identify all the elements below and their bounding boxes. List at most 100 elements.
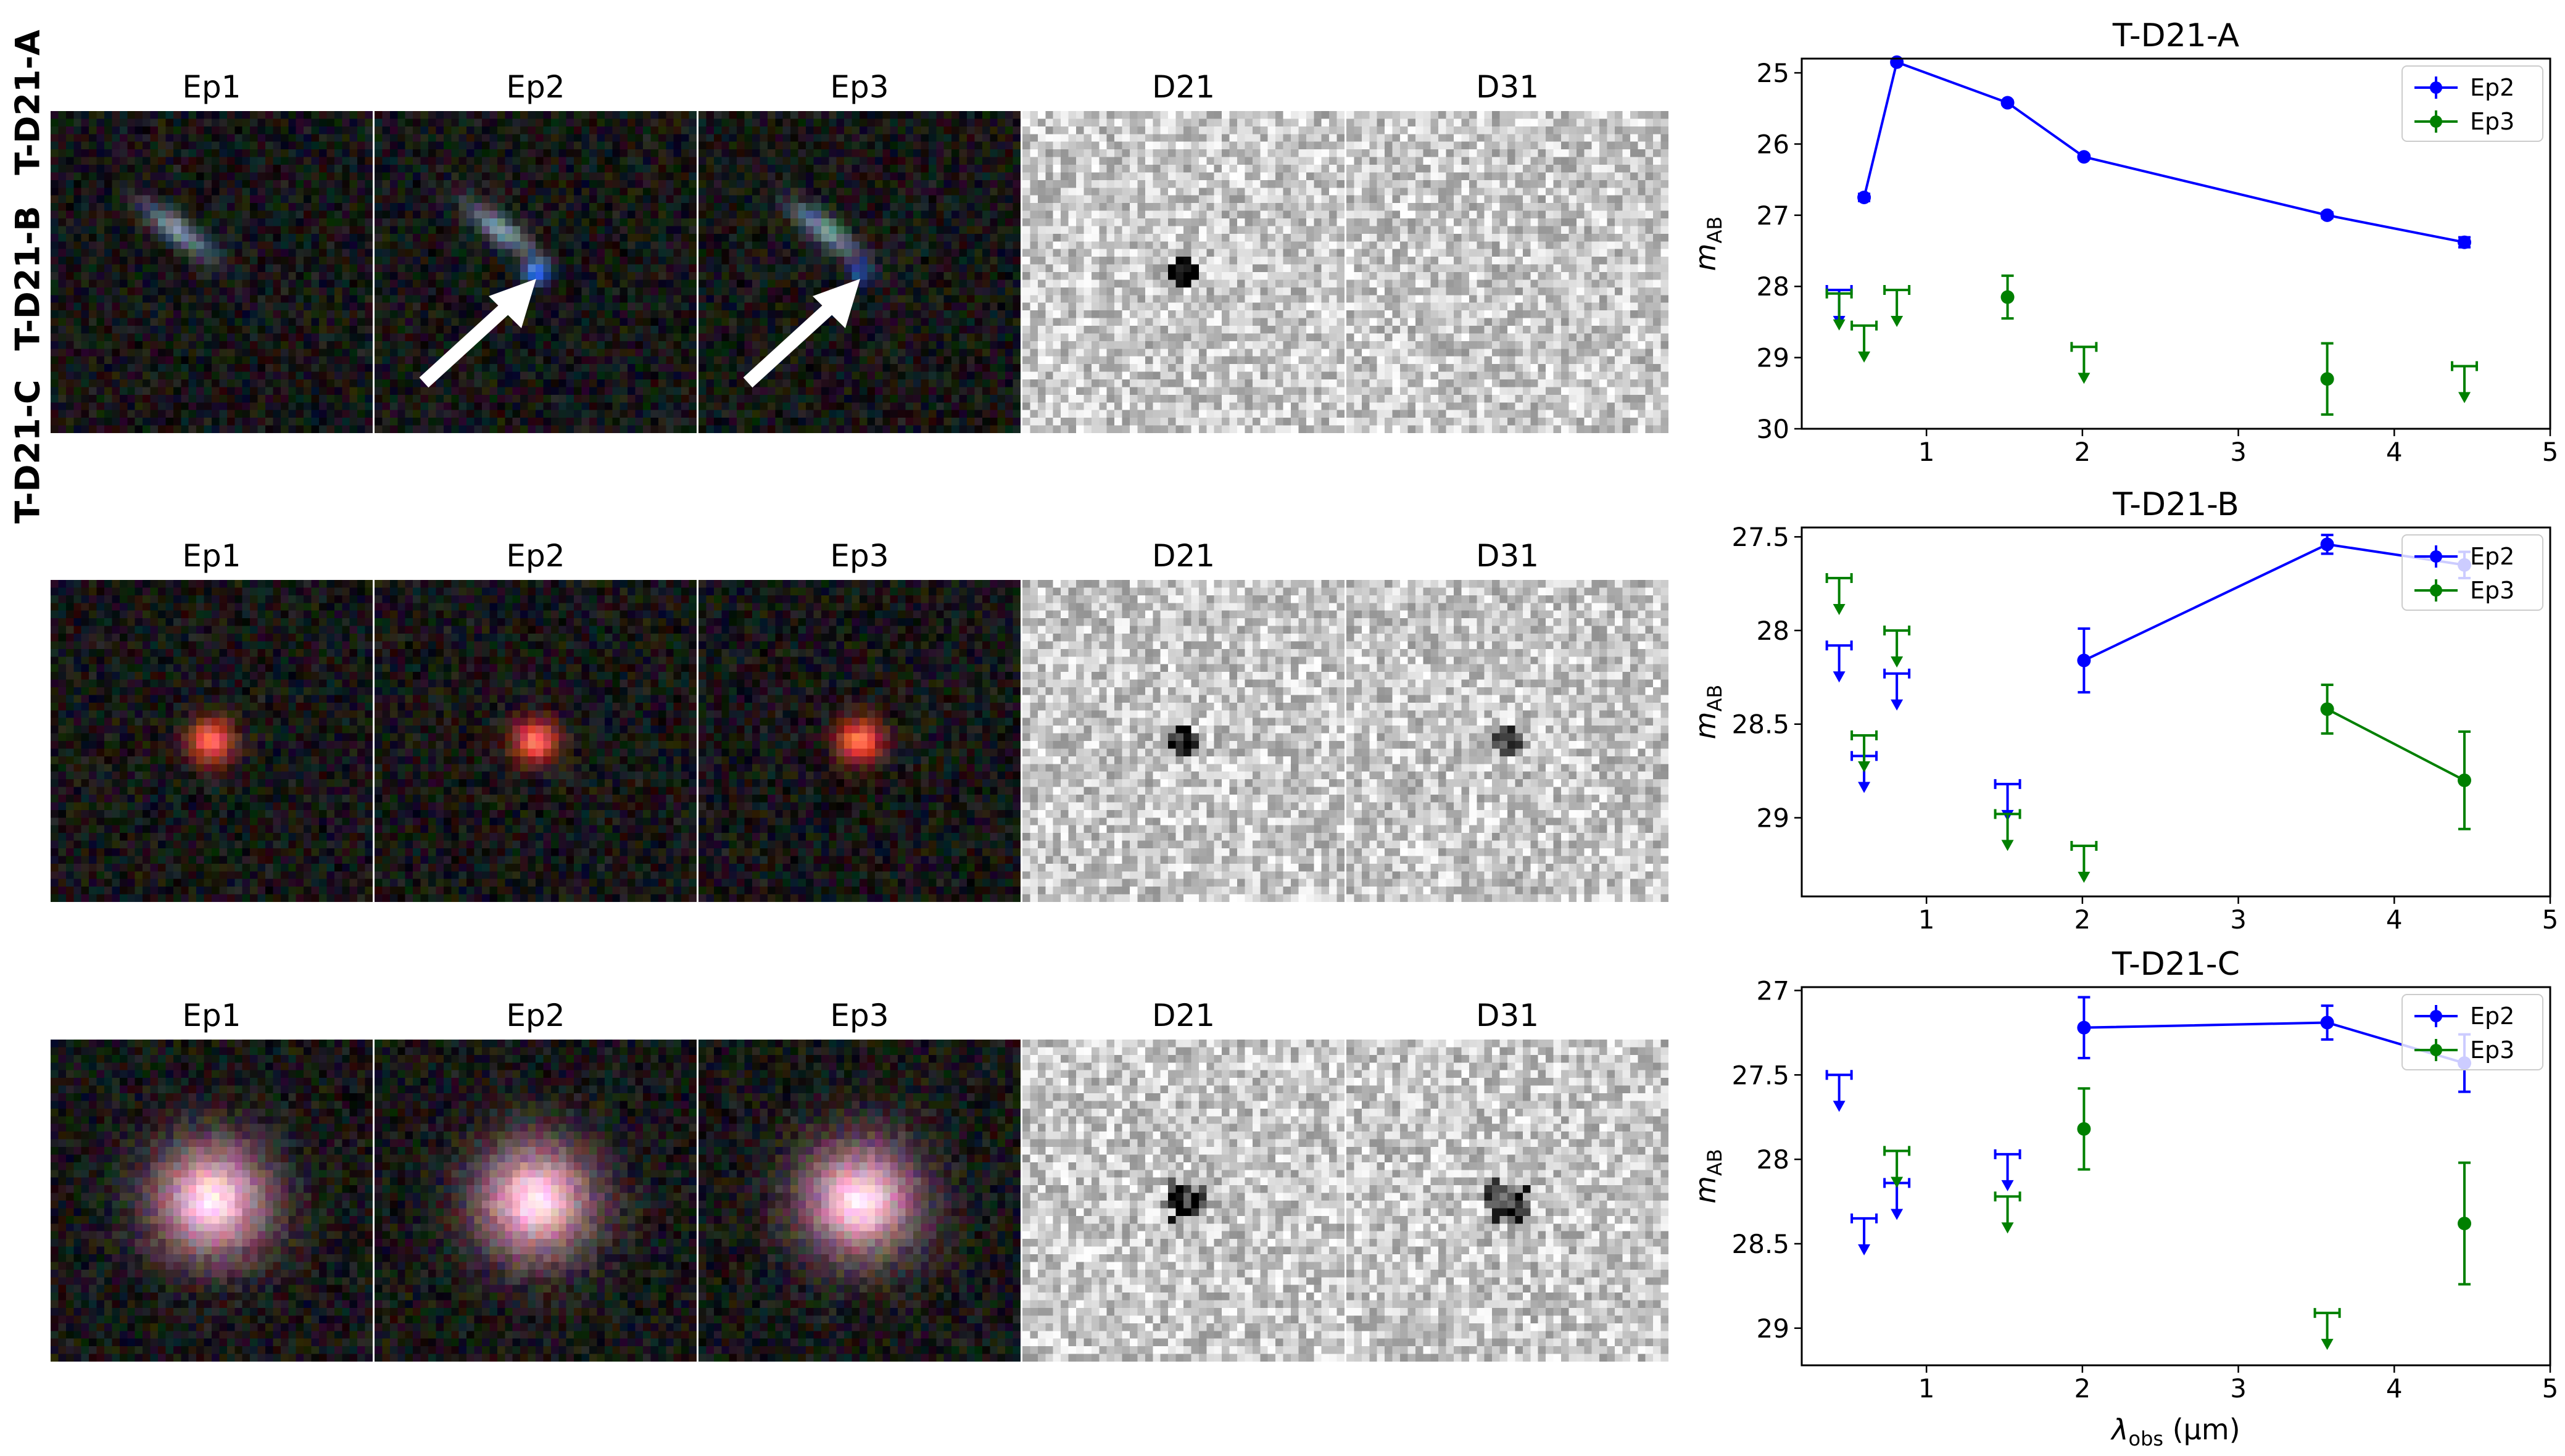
chart-title: T-D21-C [2111, 946, 2240, 983]
data-point-ep2 [2077, 150, 2091, 164]
legend-label: Ep3 [2470, 577, 2514, 604]
data-point-ep2 [2320, 208, 2334, 222]
y-tick-label: 26 [1757, 129, 1789, 159]
thumbnail-ep3 [698, 580, 1021, 902]
thumbnail-d21 [1022, 1040, 1345, 1362]
data-point-ep2 [2077, 653, 2091, 668]
y-axis-label: mAB [1689, 685, 1726, 740]
chart-title: T-D21-A [2112, 17, 2240, 54]
lightcurve-t-d21-a: T-D21-A 1 2 3 4 5 25 26 27 28 29 30 mAB Ep2 Ep3 [1689, 17, 2558, 467]
x-tick-label: 1 [1918, 437, 1935, 467]
y-axis-label: mAB [1689, 217, 1726, 271]
thumb-title: Ep3 [830, 998, 889, 1033]
data-point-ep2 [2320, 537, 2334, 552]
lightcurve-t-d21-c: T-D21-C 1 2 3 4 5 27 27.5 28 28.5 29 mAB λobs (µm) Ep… [1689, 946, 2558, 1450]
y-tick-label: 27.5 [1731, 1060, 1789, 1090]
y-tick-label: 27.5 [1731, 522, 1789, 552]
data-point-ep3 [2320, 372, 2334, 386]
series-line-ep3 [2326, 708, 2465, 782]
upper-limit-arrowhead [1858, 761, 1871, 772]
thumb-title: D31 [1475, 998, 1539, 1033]
upper-limit-arrowhead [2078, 373, 2091, 384]
thumbnail-d31 [1346, 580, 1668, 902]
y-tick-label: 29 [1757, 1313, 1789, 1344]
thumbnail-ep1 [51, 1040, 373, 1362]
legend-marker [2430, 115, 2442, 128]
y-tick-label: 30 [1757, 414, 1789, 444]
data-point-ep2 [1890, 55, 1904, 69]
x-tick-label: 5 [2542, 904, 2559, 935]
y-tick-label: 27 [1757, 201, 1789, 231]
thumb-title: D31 [1475, 69, 1539, 105]
thumbnail-ep2 [375, 580, 697, 902]
x-tick-label: 1 [1918, 1373, 1935, 1404]
data-point-ep3 [2000, 290, 2015, 304]
plot-frame [1800, 986, 2551, 1367]
x-tick-label: 2 [2074, 904, 2091, 935]
thumbnail-ep1 [51, 580, 373, 902]
lightcurve-t-d21-b: T-D21-B 1 2 3 4 5 27.5 28 28.5 29 mAB Ep2 Ep3 [1689, 486, 2558, 935]
thumb-title: D31 [1475, 538, 1539, 574]
legend-label: Ep2 [2470, 74, 2514, 101]
thumbnail-ep2 [375, 1040, 697, 1362]
thumbnail-d21 [1022, 580, 1345, 902]
upper-limit-arrowhead [1858, 782, 1871, 793]
y-tick-label: 27 [1757, 975, 1789, 1006]
thumbnail-d21 [1022, 111, 1345, 433]
y-tick-label: 28 [1757, 1144, 1789, 1175]
x-tick-label: 3 [2230, 904, 2247, 935]
series-line-ep2 [1863, 60, 2465, 244]
y-tick-label: 25 [1757, 58, 1789, 88]
thumbnail-d31 [1346, 111, 1668, 433]
legend-marker [2430, 550, 2442, 563]
thumb-title: D21 [1151, 998, 1216, 1033]
data-point-ep3 [2320, 702, 2334, 716]
x-tick-label: 4 [2386, 437, 2403, 467]
legend-marker [2430, 584, 2442, 597]
upper-limit-arrowhead [1833, 671, 1846, 683]
thumb-title: D21 [1151, 69, 1216, 105]
x-tick-label: 5 [2542, 1373, 2559, 1404]
x-tick-label: 5 [2542, 437, 2559, 467]
thumb-title: Ep3 [830, 538, 889, 574]
x-tick-label: 1 [1918, 904, 1935, 935]
x-tick-label: 2 [2074, 1373, 2091, 1404]
upper-limit-arrowhead [2001, 1222, 2014, 1234]
y-tick-label: 28.5 [1731, 1229, 1789, 1259]
legend-label: Ep3 [2470, 108, 2514, 135]
data-point-ep2 [1857, 191, 1871, 204]
thumb-title: Ep2 [506, 998, 565, 1033]
upper-limit-arrowhead [1891, 1209, 1904, 1220]
data-point-ep2 [2458, 235, 2472, 249]
thumbnail-d31 [1346, 1040, 1668, 1362]
legend-label: Ep3 [2470, 1036, 2514, 1064]
upper-limit-arrowhead [1858, 1244, 1871, 1255]
upper-limit-arrowhead [1891, 1177, 1904, 1188]
y-tick-label: 29 [1757, 803, 1789, 833]
y-axis-label: mAB [1689, 1149, 1726, 1204]
upper-limit-arrowhead [1891, 316, 1904, 327]
upper-limit-arrowhead [1833, 603, 1846, 615]
x-tick-label: 4 [2386, 1373, 2403, 1404]
upper-limit-arrowhead [2458, 392, 2471, 403]
legend-marker [2430, 81, 2442, 94]
x-tick-label: 2 [2074, 437, 2091, 467]
data-point-ep3 [2458, 1217, 2472, 1231]
upper-limit-arrowhead [2001, 1180, 2014, 1191]
thumb-title: Ep2 [506, 69, 565, 105]
data-point-ep3 [2458, 773, 2472, 787]
y-tick-label: 28.5 [1731, 709, 1789, 740]
thumb-title: Ep3 [830, 69, 889, 105]
upper-limit-arrowhead [2078, 872, 2091, 883]
upper-limit-arrowhead [1833, 1101, 1846, 1112]
y-tick-label: 28 [1757, 271, 1789, 302]
data-point-ep2 [2000, 96, 2015, 110]
thumb-title: Ep1 [182, 998, 241, 1033]
chart-title: T-D21-B [2112, 486, 2239, 523]
thumbnail-ep1 [51, 111, 373, 433]
x-tick-label: 4 [2386, 904, 2403, 935]
plot-frame [1800, 57, 2551, 430]
upper-limit-arrowhead [1891, 656, 1904, 668]
data-point-ep2 [2320, 1015, 2334, 1030]
